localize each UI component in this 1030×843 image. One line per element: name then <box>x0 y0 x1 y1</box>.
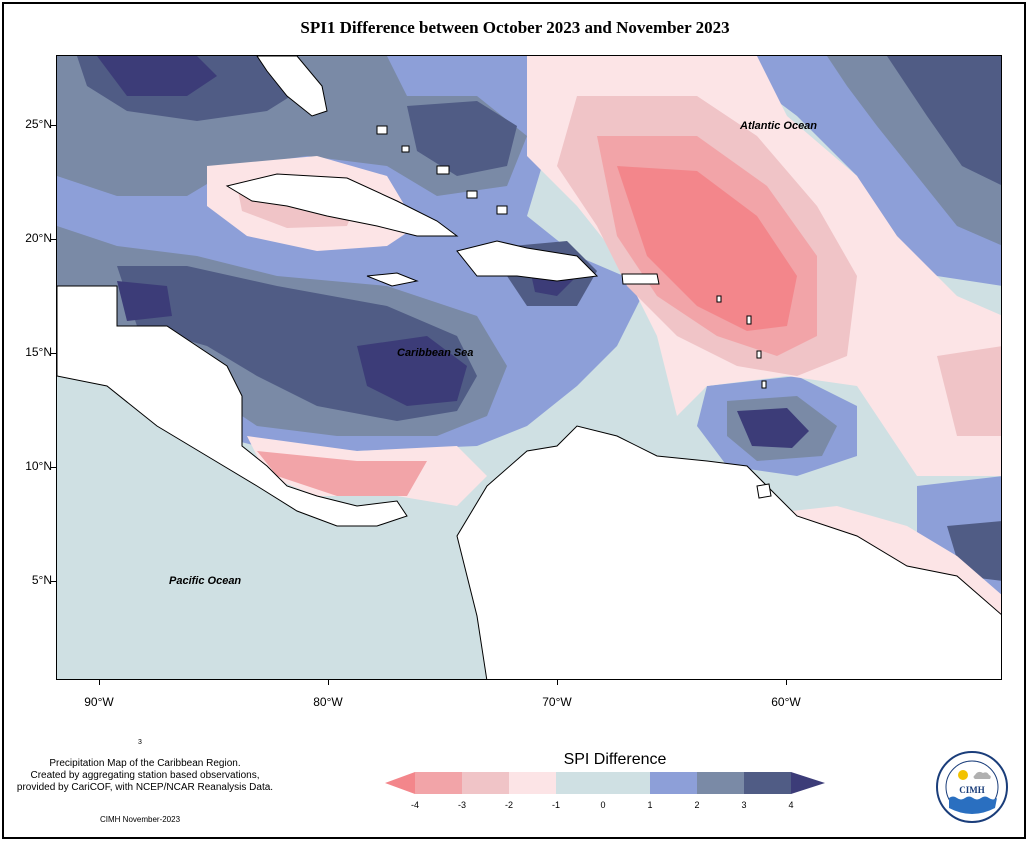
lon-tick-label: 60°W <box>771 695 801 709</box>
land-masses <box>57 56 1001 679</box>
legend-title: SPI Difference <box>563 751 667 768</box>
label-pacific-ocean: Pacific Ocean <box>169 575 242 587</box>
lon-tick-label: 80°W <box>313 695 343 709</box>
legend-colorbar <box>385 772 825 794</box>
legend-label: -1 <box>551 800 561 810</box>
legend-label: -3 <box>457 800 467 810</box>
lon-tick-mark <box>328 680 329 685</box>
lat-tick-mark <box>51 239 56 240</box>
latitude-axis: 25°N 20°N 15°N 10°N 5°N <box>0 0 52 843</box>
legend-swatch <box>556 772 603 794</box>
lat-tick-label: 20°N <box>25 231 52 245</box>
lat-tick-label: 5°N <box>31 573 52 587</box>
note-line-2: Created by aggregating station based obs… <box>30 770 260 781</box>
note-line-3: provided by CariCOF, with NCEP/NCAR Rean… <box>16 782 274 793</box>
lat-tick-mark <box>51 581 56 582</box>
note-line-1: Precipitation Map of the Caribbean Regio… <box>49 758 241 769</box>
legend-arrow-right <box>791 772 825 794</box>
lat-tick-label: 10°N <box>25 459 52 473</box>
label-caribbean-sea: Caribbean Sea <box>397 347 474 359</box>
map-notes: Precipitation Map of the Caribbean Regio… <box>0 758 290 794</box>
legend-swatch <box>603 772 650 794</box>
cimh-logo: CIMH <box>936 751 1008 823</box>
legend-swatch <box>650 772 697 794</box>
legend-swatch <box>462 772 509 794</box>
label-atlantic-ocean: Atlantic Ocean <box>740 120 818 132</box>
legend-arrow-left <box>385 772 415 794</box>
lat-tick-label: 25°N <box>25 117 52 131</box>
logo-text: CIMH <box>959 785 985 795</box>
lon-tick-label: 70°W <box>542 695 572 709</box>
lon-tick-mark <box>557 680 558 685</box>
legend-label: 1 <box>647 800 653 810</box>
legend-label: -4 <box>410 800 420 810</box>
sun-icon <box>958 770 968 780</box>
legend-label: 4 <box>788 800 794 810</box>
lon-tick-mark <box>99 680 100 685</box>
map-title: SPI1 Difference between October 2023 and… <box>300 18 730 37</box>
lat-tick-mark <box>51 125 56 126</box>
cloud-icon <box>973 771 991 779</box>
lat-tick-mark <box>51 467 56 468</box>
legend-swatch <box>744 772 791 794</box>
legend-label: -2 <box>504 800 514 810</box>
legend-label: 2 <box>694 800 700 810</box>
legend-swatch <box>697 772 744 794</box>
legend-swatch <box>415 772 462 794</box>
lat-tick-label: 15°N <box>25 345 52 359</box>
legend-label: 0 <box>600 800 606 810</box>
lon-tick-mark <box>786 680 787 685</box>
small-mark: 3 <box>138 739 142 746</box>
legend-swatch <box>509 772 556 794</box>
map-panel: Atlantic Ocean Caribbean Sea Pacific Oce… <box>56 55 1002 680</box>
legend-label: 3 <box>741 800 747 810</box>
lat-tick-mark <box>51 353 56 354</box>
map-credit: CIMH November-2023 <box>100 815 181 824</box>
lon-tick-label: 90°W <box>84 695 114 709</box>
waves-icon <box>949 796 997 814</box>
spi-map <box>57 56 1001 679</box>
